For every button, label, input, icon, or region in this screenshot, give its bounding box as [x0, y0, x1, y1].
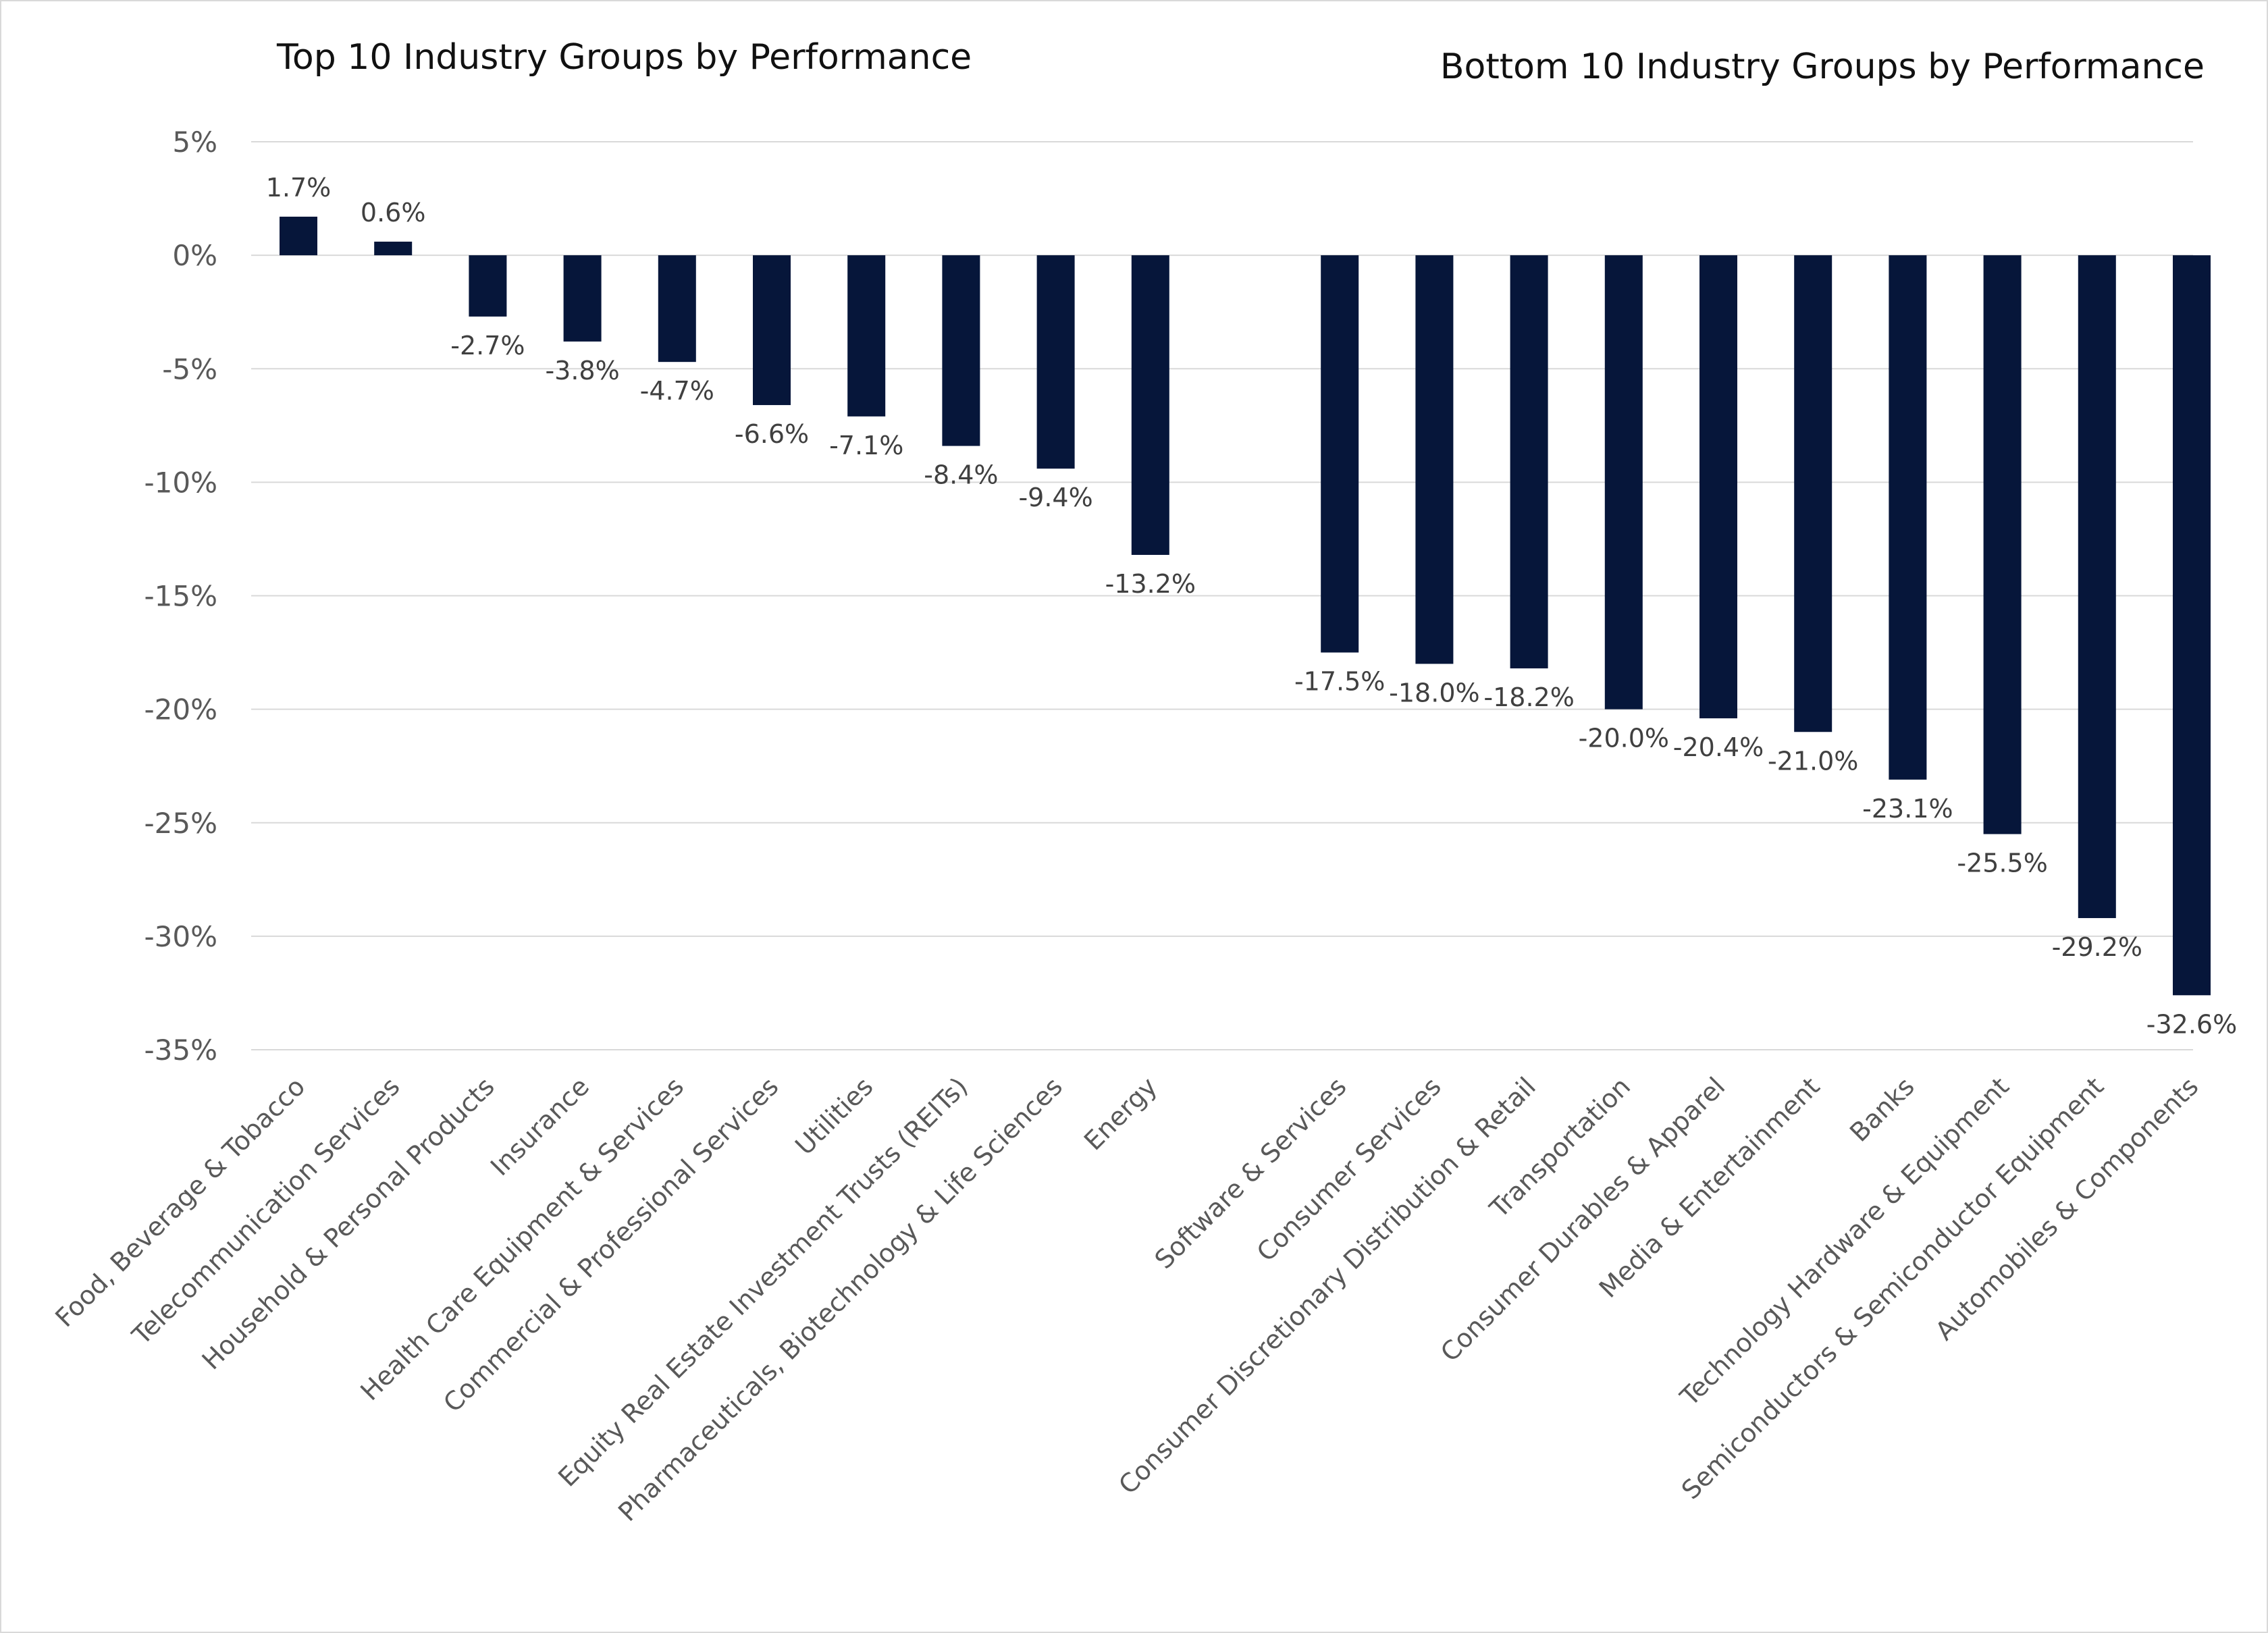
y-tick-label: -20% [144, 693, 217, 726]
bar [2078, 255, 2116, 918]
bar [1415, 255, 1454, 664]
y-tick-label: -25% [144, 807, 217, 840]
bar [374, 241, 413, 256]
bar [942, 255, 980, 446]
data-label: -2.7% [450, 331, 525, 360]
data-label: -20.4% [1673, 732, 1764, 762]
bar [1036, 255, 1075, 469]
data-label: -23.1% [1862, 794, 1953, 824]
bar [469, 255, 507, 317]
bar [847, 255, 886, 417]
bar [2173, 255, 2211, 996]
data-label: -6.6% [735, 419, 809, 449]
y-tick-label: 5% [172, 126, 217, 159]
data-label: -7.1% [829, 431, 903, 460]
bar [563, 255, 602, 342]
data-label: -17.5% [1294, 667, 1385, 697]
y-tick-label: -5% [162, 352, 217, 385]
x-tick-label: Commercial & Professional Services [438, 1071, 784, 1418]
x-tick-label: Health Care Equipment & Services [354, 1071, 689, 1406]
x-tick-label: Software & Services [1149, 1071, 1352, 1275]
bar [1321, 255, 1359, 653]
y-tick-label: 0% [172, 239, 217, 272]
data-label: 0.6% [361, 198, 426, 227]
x-tick-label: Consumer Discretionary Distribution & Re… [1113, 1071, 1541, 1500]
bar [1604, 255, 1643, 710]
chart-title-bottom: Bottom 10 Industry Groups by Performance [1440, 47, 2205, 87]
x-tick-label: Energy [1078, 1071, 1163, 1156]
bar [1794, 255, 1832, 732]
data-label: -3.8% [545, 356, 619, 385]
data-label: -13.2% [1105, 569, 1196, 599]
data-label: 1.7% [266, 173, 332, 203]
bar [1131, 255, 1169, 555]
y-tick-label: -35% [144, 1034, 217, 1067]
data-label: -21.0% [1768, 746, 1858, 776]
data-label: -8.4% [924, 460, 998, 490]
data-label: -18.2% [1483, 682, 1574, 712]
data-label: -32.6% [2146, 1009, 2237, 1039]
bar [1510, 255, 1548, 669]
y-tick-label: -10% [144, 466, 217, 499]
bar [1983, 255, 2022, 834]
data-labels: 1.7% 0.6% -2.7% -3.8% -4.7% -6.6% -7.1% -8.4% -9… [266, 173, 2237, 1039]
x-axis-tick-labels: Food, Beverage & TobaccoTelecommunicatio… [49, 1071, 2204, 1527]
data-label: -29.2% [2052, 932, 2142, 962]
gridlines [251, 141, 2193, 1050]
y-axis-tick-labels: 5% 0% -5% -10% -15% -20% -25% -30% -35% [144, 126, 217, 1067]
x-tick-label: Technology Hardware & Equipment [1674, 1071, 2015, 1412]
data-label: -18.0% [1389, 678, 1479, 707]
data-label: -25.5% [1957, 849, 2047, 878]
x-tick-label: Utilities [789, 1071, 878, 1160]
x-tick-label: Pharmaceuticals, Biotechnology & Life Sc… [612, 1071, 1068, 1527]
y-tick-label: -15% [144, 580, 217, 613]
data-label: -4.7% [640, 376, 714, 406]
data-label: -20.0% [1579, 724, 1669, 753]
bar [1699, 255, 1737, 719]
x-tick-label: Consumer Services [1251, 1071, 1447, 1267]
bars [280, 216, 2211, 996]
bar [1889, 255, 1927, 780]
bar [658, 255, 696, 363]
y-tick-label: -30% [144, 920, 217, 953]
bar [280, 216, 317, 256]
bar [753, 255, 791, 406]
x-tick-label: Banks [1844, 1071, 1920, 1148]
data-label: -9.4% [1018, 483, 1092, 512]
chart-title-top: Top 10 Industry Groups by Performance [276, 37, 972, 78]
